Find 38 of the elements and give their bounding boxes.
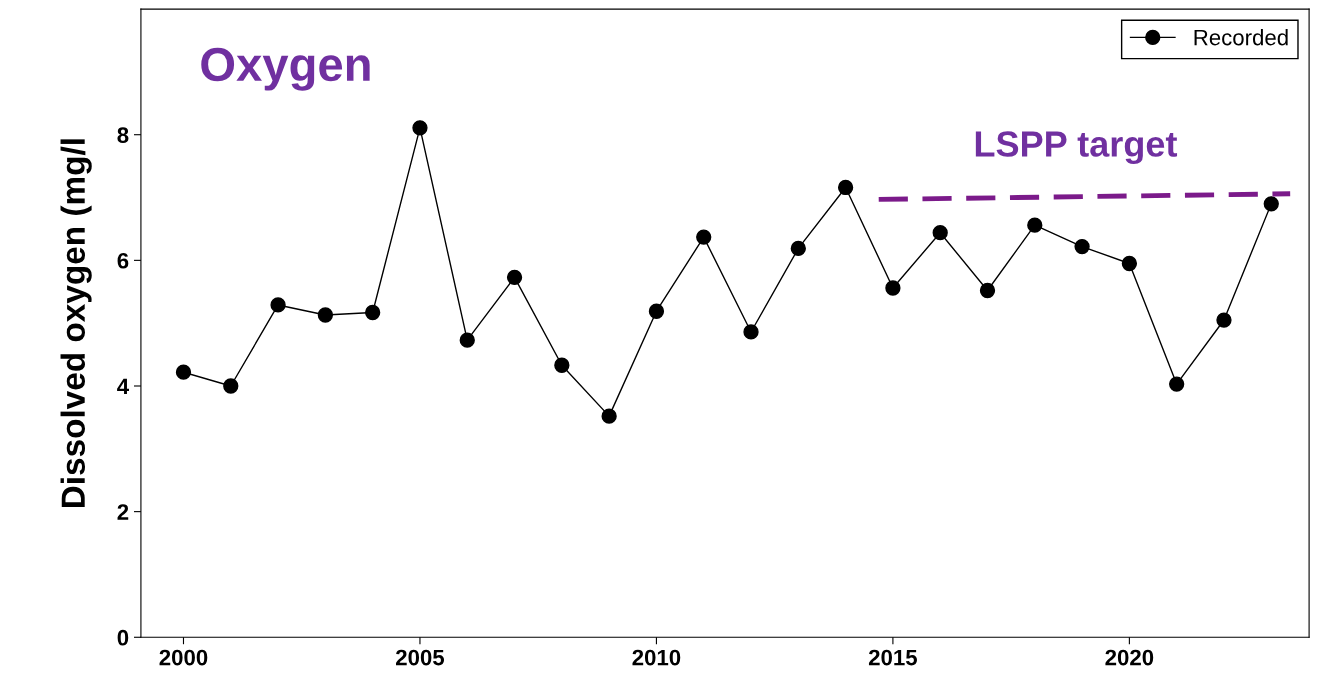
y-tick-label: 6 bbox=[117, 252, 129, 269]
point bbox=[885, 280, 901, 296]
point bbox=[932, 225, 948, 241]
point bbox=[223, 378, 239, 394]
point bbox=[1027, 217, 1043, 233]
point bbox=[459, 332, 475, 348]
point bbox=[270, 297, 286, 313]
point bbox=[1263, 196, 1279, 212]
y-tick-label: 0 bbox=[117, 629, 129, 646]
point bbox=[506, 269, 523, 285]
point bbox=[837, 179, 854, 196]
point bbox=[175, 364, 192, 380]
point bbox=[1216, 312, 1232, 328]
point bbox=[412, 120, 428, 136]
legend-label: Recorded bbox=[1194, 29, 1288, 46]
x-tick-label: 2005 bbox=[396, 649, 445, 666]
text: Oxygen bbox=[201, 47, 370, 91]
point bbox=[1074, 238, 1090, 255]
point bbox=[1169, 376, 1185, 392]
point bbox=[648, 303, 665, 319]
point bbox=[743, 324, 759, 340]
x-tick-label: 2020 bbox=[1105, 649, 1154, 666]
point bbox=[554, 357, 570, 373]
y-axis-title: Dissolved oxygen (mg/l bbox=[60, 139, 92, 508]
point bbox=[790, 240, 806, 257]
point bbox=[601, 408, 617, 424]
x-tick-label: 2015 bbox=[868, 649, 918, 666]
x-tick-label: 2000 bbox=[159, 649, 208, 666]
point bbox=[1121, 255, 1138, 272]
point bbox=[696, 229, 712, 245]
point bbox=[317, 307, 334, 323]
point bbox=[365, 304, 381, 321]
annotation: LSPP target bbox=[975, 131, 1178, 165]
y-tick-label: 8 bbox=[117, 127, 129, 143]
y-tick-label: 4 bbox=[117, 378, 129, 395]
y-tick-label: 2 bbox=[117, 504, 129, 520]
x-tick-label: 2010 bbox=[632, 649, 681, 666]
point bbox=[979, 282, 996, 299]
